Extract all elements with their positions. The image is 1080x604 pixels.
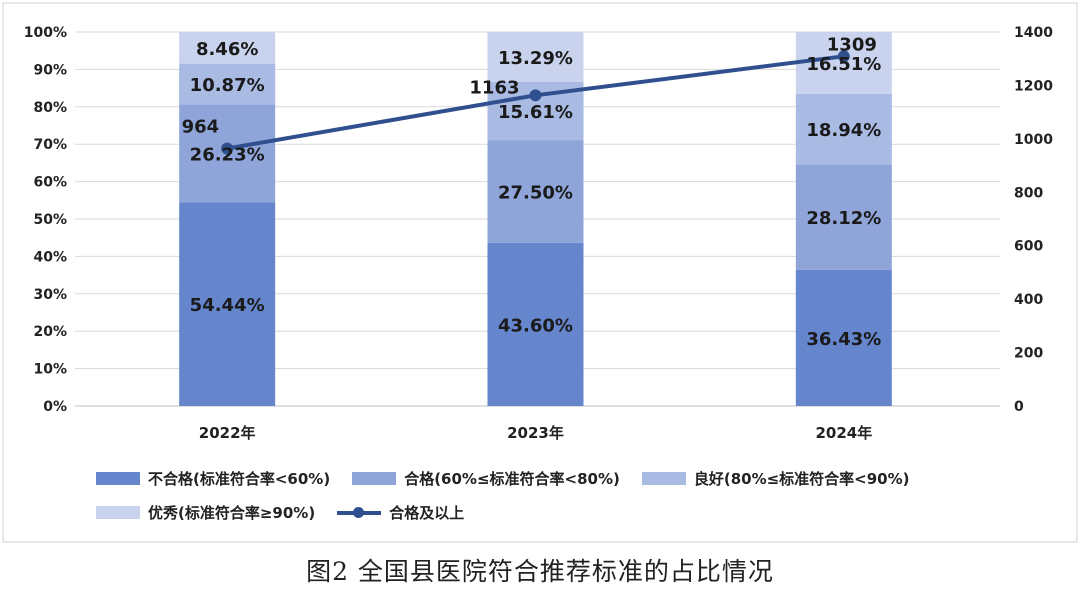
stacked-bar-line-chart: 0% 10% 20% 30% 40% 50% 60% 70% 80% 90% 100% 0 200 400… <box>2 2 1078 543</box>
y-right-tick-label: 1400 <box>1014 25 1053 41</box>
y-left-tick-label: 10% <box>33 362 67 378</box>
legend-swatch-pass <box>352 471 397 485</box>
y-right-tick-label: 600 <box>1014 239 1043 255</box>
bar-data-label: 27.50% <box>498 183 573 204</box>
y-left-tick-label: 100% <box>24 25 67 41</box>
y-right-tick-label: 1200 <box>1014 78 1053 94</box>
legend-item-fail: 不合格(标准符合率<60%) <box>96 468 330 489</box>
y-right-tick-label: 400 <box>1014 292 1043 308</box>
bar-data-label: 54.44% <box>190 295 265 316</box>
y-right-tick-label: 800 <box>1014 185 1043 201</box>
x-tick-label: 2022年 <box>199 424 256 442</box>
line-data-label: 1309 <box>827 34 877 55</box>
bar-segment <box>795 269 892 406</box>
line-point <box>221 142 234 155</box>
bar-data-label: 16.51% <box>806 54 881 75</box>
bar-segment <box>795 32 892 94</box>
chart-border <box>2 2 1078 543</box>
y-left-tick-label: 60% <box>33 175 67 191</box>
bar-segment <box>795 93 892 165</box>
legend-label-line: 合格及以上 <box>389 503 465 522</box>
legend-row-1: 不合格(标准符合率<60%) 合格(60%≤标准符合率<80%) 良好(80%≤… <box>96 461 1056 495</box>
legend-label-pass: 合格(60%≤标准符合率<80%) <box>404 469 620 488</box>
x-tick-label: 2023年 <box>507 424 564 442</box>
bar-data-label: 13.29% <box>498 48 573 69</box>
y-left-tick-label: 0% <box>43 399 67 415</box>
bar-segment <box>179 63 276 105</box>
legend-item-pass: 合格(60%≤标准符合率<80%) <box>352 468 620 489</box>
y-left-tick-label: 50% <box>33 212 67 228</box>
y-left-tick-label: 70% <box>33 137 67 153</box>
bar-data-label: 43.60% <box>498 315 573 336</box>
line-data-label: 964 <box>182 116 220 137</box>
bar-segment <box>795 164 892 270</box>
bar-data-label: 15.61% <box>498 102 573 123</box>
chart-frame: 0% 10% 20% 30% 40% 50% 60% 70% 80% 90% 100% 0 200 400… <box>2 2 1078 543</box>
bar-data-label: 8.46% <box>196 39 258 60</box>
bar-data-label: 10.87% <box>190 75 265 96</box>
y-right-tick-label: 0 <box>1014 399 1024 415</box>
legend-item-line: 合格及以上 <box>337 502 464 523</box>
legend-swatch-fail <box>96 471 140 485</box>
legend-row-2: 优秀(标准符合率≥90%) 合格及以上 <box>96 495 1056 529</box>
y-left-tick-label: 30% <box>33 287 67 303</box>
figure-caption: 图2 全国县医院符合推荐标准的占比情况 <box>306 557 774 586</box>
legend-label-good: 良好(80%≤标准符合率<90%) <box>693 469 910 488</box>
bar-data-label: 28.12% <box>806 208 881 229</box>
legend-item-excellent: 优秀(标准符合率≥90%) <box>96 502 315 523</box>
y-right-tick-label: 200 <box>1014 346 1043 362</box>
legend: 不合格(标准符合率<60%) 合格(60%≤标准符合率<80%) 良好(80%≤… <box>96 461 1056 529</box>
line-point <box>837 50 850 63</box>
bar-data-label: 18.94% <box>806 120 881 141</box>
legend-item-good: 良好(80%≤标准符合率<90%) <box>641 468 910 489</box>
legend-swatch-excellent <box>96 505 140 519</box>
bar-segment <box>487 242 584 406</box>
legend-label-excellent: 优秀(标准符合率≥90%) <box>148 503 316 522</box>
line-point <box>529 89 542 102</box>
legend-swatch-good <box>641 471 686 485</box>
bar-segment <box>487 32 584 82</box>
y-left-tick-label: 40% <box>33 249 67 265</box>
bar-segment <box>179 32 276 64</box>
bar-segment <box>487 140 584 243</box>
y-right-tick-label: 1000 <box>1014 132 1053 148</box>
bar-data-label: 36.43% <box>806 329 881 350</box>
line-data-label: 1163 <box>469 77 519 98</box>
legend-swatch-line <box>337 506 382 519</box>
y-left-tick-label: 20% <box>33 324 67 340</box>
bar-segment <box>179 202 276 406</box>
legend-label-fail: 不合格(标准符合率<60%) <box>148 469 331 488</box>
y-left-tick-label: 90% <box>33 62 67 78</box>
bar-data-label: 26.23% <box>190 144 265 165</box>
x-tick-label: 2024年 <box>815 424 872 442</box>
y-left-tick-label: 80% <box>33 100 67 116</box>
